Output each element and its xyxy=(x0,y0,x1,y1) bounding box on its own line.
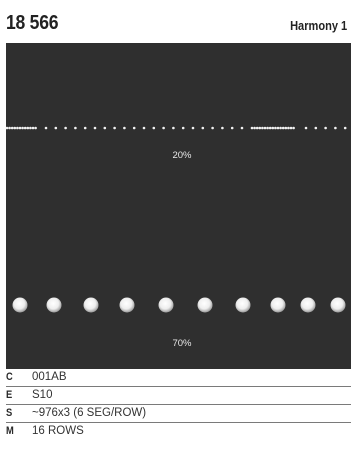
small-dot xyxy=(31,126,35,130)
small-dot xyxy=(292,126,295,130)
small-dot xyxy=(261,126,264,130)
large-dot xyxy=(12,297,28,313)
spec-row-m: M 16 ROWS xyxy=(6,423,351,440)
small-dot xyxy=(172,126,175,130)
small-dot xyxy=(240,126,244,130)
small-dot xyxy=(255,126,259,130)
small-dot xyxy=(221,126,224,130)
spec-value: 001AB xyxy=(32,371,67,383)
small-dot xyxy=(274,126,277,130)
small-dot xyxy=(287,126,290,130)
small-dot xyxy=(201,126,205,130)
small-dot xyxy=(191,126,195,130)
small-dot xyxy=(132,126,136,130)
small-dot xyxy=(64,126,67,130)
small-dot xyxy=(103,126,107,130)
small-dot xyxy=(152,126,156,130)
small-dot xyxy=(258,126,262,130)
small-dot xyxy=(281,126,285,130)
small-dot xyxy=(324,126,327,130)
small-dot xyxy=(23,126,27,130)
product-code: 18 566 xyxy=(6,12,59,34)
small-dot xyxy=(271,126,275,130)
large-dot xyxy=(300,297,316,313)
small-dot xyxy=(83,126,87,130)
large-dot xyxy=(270,297,286,313)
small-dot xyxy=(230,126,234,130)
small-dot xyxy=(162,126,165,130)
small-dot-row xyxy=(6,126,347,130)
large-dot-row xyxy=(12,297,346,313)
large-dot xyxy=(235,297,251,313)
small-dot xyxy=(289,126,293,130)
small-dot xyxy=(29,126,32,130)
row1-percentage-label: 20% xyxy=(172,150,192,161)
small-dot xyxy=(279,126,282,130)
spec-row-s: S ~976x3 (6 SEG/ROW) xyxy=(6,405,351,423)
large-dot xyxy=(46,297,62,313)
spec-key: E xyxy=(6,389,13,401)
small-dot xyxy=(266,126,269,130)
spec-key: C xyxy=(6,371,13,383)
small-dot xyxy=(21,126,24,130)
pattern-swatch: 20% 70% xyxy=(6,43,351,369)
spec-row-c: C 001AB xyxy=(6,369,351,387)
spec-value: 16 ROWS xyxy=(32,425,84,437)
small-dot xyxy=(13,126,17,130)
small-dot xyxy=(123,126,126,130)
small-dot xyxy=(8,126,11,130)
small-dot xyxy=(263,126,267,130)
small-dot xyxy=(276,126,280,130)
large-dot xyxy=(158,297,174,313)
large-dot xyxy=(197,297,213,313)
small-dot xyxy=(343,126,347,130)
small-dot xyxy=(181,126,185,130)
small-dot xyxy=(268,126,272,130)
small-dot xyxy=(284,126,288,130)
spec-row-e: E S10 xyxy=(6,387,351,405)
small-dot xyxy=(314,126,318,130)
large-dot xyxy=(119,297,135,313)
small-dot xyxy=(26,126,30,130)
spec-table: C 001AB E S10 S ~976x3 (6 SEG/ROW) M 16 … xyxy=(6,369,351,440)
small-dot xyxy=(34,126,37,130)
spec-value: ~976x3 (6 SEG/ROW) xyxy=(32,407,147,419)
small-dot xyxy=(253,126,256,130)
spec-value: S10 xyxy=(32,389,53,401)
spec-key: M xyxy=(6,425,14,437)
small-dot xyxy=(304,126,308,130)
sample-header: 18 566 Harmony 1 xyxy=(0,0,351,42)
small-dot xyxy=(113,126,116,130)
row2-percentage-label: 70% xyxy=(172,338,192,349)
small-dot xyxy=(16,126,19,130)
collection-name: Harmony 1 xyxy=(289,18,347,33)
small-dot xyxy=(334,126,337,130)
small-dot xyxy=(142,126,146,130)
spec-key: S xyxy=(6,407,13,419)
small-dot xyxy=(211,126,214,130)
large-dot xyxy=(330,297,346,313)
small-dot xyxy=(250,126,254,130)
small-dot xyxy=(74,126,77,130)
large-dot xyxy=(83,297,99,313)
small-dot xyxy=(44,126,48,130)
small-dot xyxy=(10,126,14,130)
small-dot xyxy=(6,126,9,130)
small-dot xyxy=(18,126,22,130)
small-dot xyxy=(93,126,97,130)
small-dot xyxy=(54,126,58,130)
